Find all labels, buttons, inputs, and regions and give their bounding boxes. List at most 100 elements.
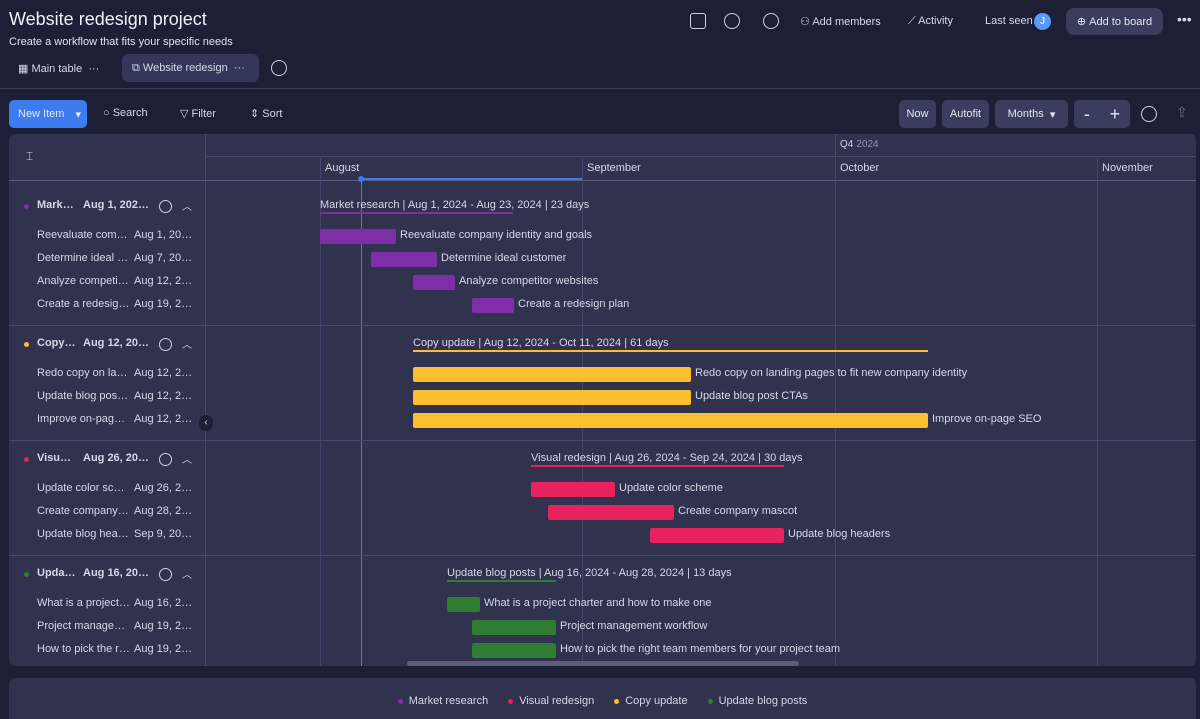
group-collapse[interactable]: ︿	[182, 455, 192, 466]
group-dates: Aug 26, 2024 - Sep 24, 2024	[83, 452, 153, 464]
task-bar[interactable]	[413, 275, 455, 290]
month-label: November	[1102, 162, 1153, 174]
group-info[interactable]	[159, 200, 172, 213]
legend-label: Update blog posts	[718, 695, 808, 707]
now[interactable]: Now	[899, 100, 936, 128]
task-bar[interactable]	[472, 643, 556, 658]
item-name: Improve on-page SEO	[37, 413, 130, 425]
activity-label: Activity	[918, 15, 953, 27]
item-name: Determine ideal customer	[37, 252, 130, 264]
item-name: What is a project charter and how to mak…	[37, 597, 130, 609]
new-item[interactable]: New Item ▾	[9, 100, 87, 128]
tab-active[interactable]: ⧉ Website redesign ···	[122, 54, 259, 82]
item-name: Update blog post CTAs	[37, 390, 130, 402]
tab[interactable]: ▦ Main table ···	[18, 63, 100, 75]
search[interactable]: ○ Search	[103, 107, 148, 119]
item-dates: Aug 28, 2024 - Sep 12, 2024	[134, 505, 196, 517]
month-label: October	[840, 162, 880, 174]
avatar[interactable]: J	[1034, 13, 1051, 30]
collapse-icon: ⌶	[26, 149, 34, 163]
gantt-settings[interactable]	[1141, 106, 1157, 122]
item-name: Analyze competitor websites	[37, 275, 130, 287]
task-label: What is a project charter and how to mak…	[484, 597, 712, 609]
zoom-in[interactable]: +	[1109, 103, 1121, 124]
task-label: Update blog post CTAs	[695, 390, 808, 402]
group-bar	[413, 350, 928, 352]
group-info[interactable]	[159, 338, 172, 351]
today-range	[361, 178, 582, 180]
collapse-handle: ‹	[199, 415, 213, 431]
months[interactable]: Months ▾	[995, 100, 1068, 128]
tab-label: Website redesign	[142, 62, 228, 74]
group-bar-label: Market research | Aug 1, 2024 - Aug 23, …	[320, 199, 590, 211]
group-bar-label: Copy update | Aug 12, 2024 - Oct 11, 202…	[413, 337, 669, 349]
group-collapse[interactable]: ︿	[182, 570, 192, 581]
search-label: Search	[112, 107, 148, 119]
item-dates: Aug 1, 2024 - Aug 8, 2024	[134, 229, 196, 241]
sort[interactable]: ⇕ Sort	[250, 108, 283, 120]
quarter-border	[206, 156, 1196, 157]
item-name: How to pick the right team members for y…	[37, 643, 130, 655]
item-dates: Aug 16, 2024 - Aug 19, 2024	[134, 597, 196, 609]
item-name: Update blog headers	[37, 528, 130, 540]
group-name: Visual redesign	[37, 452, 77, 464]
item-dates: Aug 12, 2024 - Aug 17, 2024	[134, 275, 196, 287]
task-bar[interactable]	[320, 229, 396, 244]
task-bar[interactable]	[548, 505, 674, 520]
task-label: Analyze competitor websites	[459, 275, 599, 287]
star-icon[interactable]	[690, 13, 706, 29]
legend: Market research Visual redesign Copy updat…	[9, 695, 1196, 707]
add-members-label: Add members	[812, 16, 881, 28]
last-seen[interactable]: Last seen	[985, 15, 1033, 27]
item-name: Redo copy on landing pages to fit new co…	[37, 367, 130, 379]
info-icon[interactable]	[724, 13, 740, 29]
add-members[interactable]: ⚇ Add members	[800, 16, 881, 28]
export-icon[interactable]: ⇪	[1176, 104, 1188, 120]
task-bar[interactable]	[413, 367, 691, 382]
quarter-year: 2024	[856, 139, 879, 150]
task-bar[interactable]	[447, 597, 480, 612]
subtitle: Create a workflow that fits your specifi…	[9, 36, 233, 48]
group-bar	[531, 465, 784, 467]
group-bar-label: Visual redesign | Aug 26, 2024 - Sep 24,…	[531, 452, 803, 464]
item-dates: Aug 19, 2024 - Aug 28, 2024	[134, 620, 196, 632]
filter[interactable]: ▽ Filter	[180, 108, 216, 120]
add-to-board[interactable]: ⊕ Add to board	[1066, 8, 1163, 35]
item-dates: Aug 26, 2024 - Sep 4, 2024	[134, 482, 196, 494]
task-bar[interactable]	[472, 620, 556, 635]
task-bar[interactable]	[413, 390, 691, 405]
group-collapse[interactable]: ︿	[182, 202, 192, 213]
task-bar[interactable]	[371, 252, 437, 267]
task-bar[interactable]	[650, 528, 784, 543]
add-to-board-label: Add to board	[1089, 15, 1153, 28]
task-bar[interactable]	[531, 482, 615, 497]
header-border	[9, 180, 1196, 181]
more-icon[interactable]: •••	[1177, 11, 1192, 27]
group-separator	[9, 555, 1196, 556]
sync-icon[interactable]	[763, 13, 779, 29]
settings-icon[interactable]	[271, 60, 287, 76]
task-bar[interactable]	[472, 298, 514, 313]
group-collapse[interactable]: ︿	[182, 340, 192, 351]
legend-dot	[508, 698, 514, 704]
group-bar	[447, 580, 556, 582]
task-bar[interactable]	[413, 413, 928, 428]
group-dates: Aug 16, 2024 - Aug 28, 2024	[83, 567, 153, 579]
legend-item: Market research	[397, 695, 488, 707]
sort-label: Sort	[262, 108, 283, 120]
legend-item: Copy update	[614, 695, 688, 707]
zoom-out[interactable]: -	[1083, 103, 1090, 124]
group-info[interactable]	[159, 453, 172, 466]
scrollbar	[407, 661, 799, 666]
group-separator	[9, 440, 1196, 441]
task-label: Reevaluate company identity and goals	[400, 229, 593, 241]
group-info[interactable]	[159, 568, 172, 581]
task-label: Create a redesign plan	[518, 298, 630, 310]
group-dates: Aug 12, 2024 - Oct 11, 2024	[83, 337, 153, 349]
activity[interactable]: ⟋ Activity	[908, 15, 953, 27]
autofit[interactable]: Autofit	[942, 100, 989, 128]
quarter: Q4 2024	[840, 139, 879, 150]
item-name: Project management workflow	[37, 620, 130, 632]
item-dates: Aug 12, 2024 - Sep 14, 2024	[134, 367, 196, 379]
